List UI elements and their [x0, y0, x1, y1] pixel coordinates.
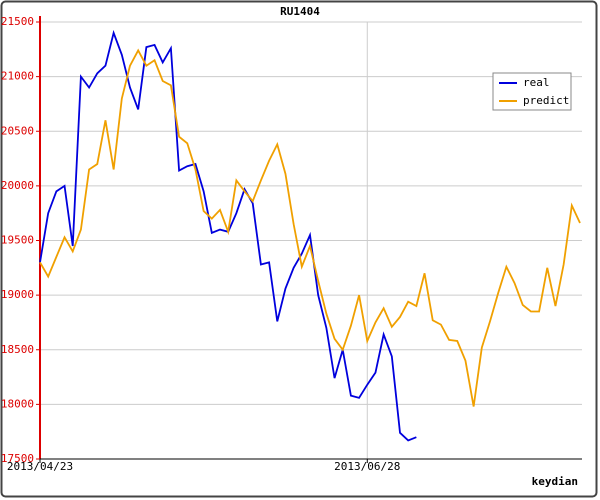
y-tick-label: 19500 — [1, 234, 34, 247]
legend-label: real — [523, 76, 550, 89]
y-tick-label: 20000 — [1, 179, 34, 192]
line-series — [39, 48, 581, 407]
x-tick-label: 2013/04/23 — [7, 460, 73, 473]
legend-label: predict — [523, 94, 569, 107]
legend-box — [492, 72, 572, 111]
y-tick-label: 18000 — [1, 397, 34, 410]
y-tick-label: 20500 — [1, 124, 34, 137]
footer: keydian — [532, 475, 578, 488]
chart-title: RU1404 — [280, 5, 320, 18]
y-tick-label: 18500 — [1, 343, 34, 356]
y-tick-label: 19000 — [1, 288, 34, 301]
y-tick-label: 21000 — [1, 70, 34, 83]
x-tick-label: 2013/06/28 — [334, 460, 400, 473]
y-tick-label: 21500 — [1, 15, 34, 28]
y-tick-label: 17500 — [1, 452, 34, 465]
